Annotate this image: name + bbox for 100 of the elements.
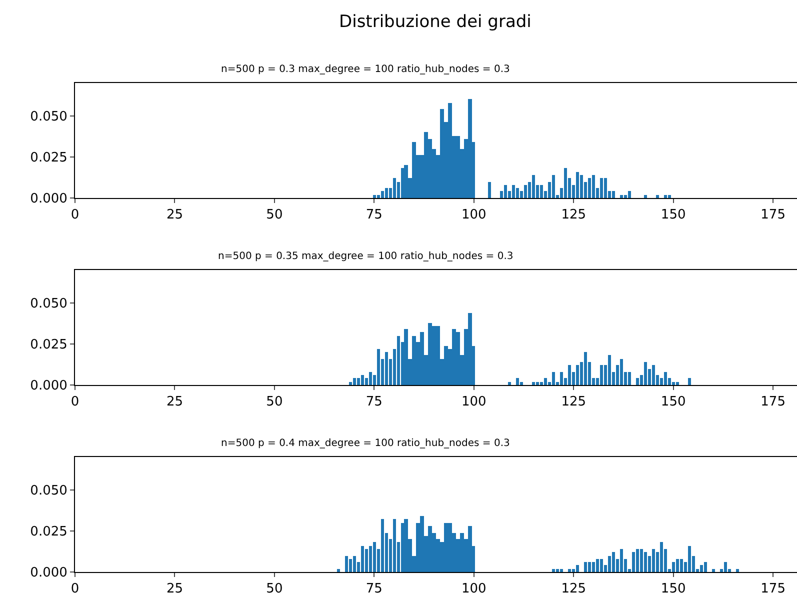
bar [612,191,615,198]
bar [672,562,675,572]
bar [568,569,571,572]
bar [680,559,683,572]
x-tick-label: 0 [70,208,80,223]
bar [357,378,360,385]
bar [656,195,659,198]
x-tick-label: 25 [166,394,183,410]
bar [436,326,440,385]
y-tick-label: 0.000 [30,378,68,394]
bar [420,516,424,572]
bar [736,569,739,572]
bar [516,188,519,198]
bar [516,378,519,385]
bar [556,569,559,572]
bar [672,382,675,385]
bar [393,519,396,572]
x-tick-label: 150 [660,208,686,223]
bar [560,569,563,572]
bar [576,172,579,198]
bar [608,355,611,385]
x-tick-label: 175 [760,582,786,597]
x-tick-label: 150 [660,582,686,597]
x-tick-label: 125 [561,208,586,223]
bar [385,352,388,385]
bar [592,562,595,572]
y-tick-label: 0.050 [30,296,68,312]
bar [412,336,416,385]
chart-subtitle: n=500 p = 0.35 max_degree = 100 ratio_hub_nodes = 0.3 [218,251,514,262]
bar [584,562,587,572]
bar [676,382,679,385]
bar [620,359,623,385]
y-tick-label: 0.050 [30,109,68,124]
bar [361,375,364,385]
y-tick-label: 0.000 [30,566,68,581]
bar [664,195,667,198]
bar [337,569,340,572]
bar [444,523,448,572]
bar [424,132,428,198]
bar [544,378,547,385]
bar [401,523,404,572]
bar [628,372,631,385]
bar [660,542,663,572]
bar [724,562,727,572]
bar [444,346,448,385]
bar [385,188,388,198]
x-tick-label: 100 [461,208,486,223]
bar [576,565,579,572]
bar [468,313,472,385]
bar [524,185,527,198]
bar [592,175,595,198]
bar [349,559,352,572]
bar [401,168,404,198]
bar [512,185,515,198]
x-tick-label: 50 [266,394,283,410]
x-tick-label: 0 [70,394,80,410]
bar [620,195,623,198]
bar [624,195,627,198]
bar [397,336,400,385]
bar [353,556,356,572]
y-tick-label: 0.025 [30,337,68,352]
bar [540,185,543,198]
bar [404,519,408,572]
bar [560,372,563,385]
bar [572,569,575,572]
bar [404,165,408,198]
x-tick-label: 75 [366,208,382,223]
bar [620,549,623,572]
bar [676,559,679,572]
bar [584,352,587,385]
bar [428,323,432,385]
bar [404,329,408,385]
bar [644,195,647,198]
bar [508,382,511,385]
bar [552,175,555,198]
bar [588,562,591,572]
x-tick-label: 175 [760,394,786,410]
bar [373,195,376,198]
x-tick-label: 50 [266,582,283,597]
bar [576,365,579,385]
bar [381,519,384,572]
x-tick-label: 100 [461,394,486,410]
bar [568,365,571,385]
bar [468,526,472,572]
bar [377,349,380,385]
bar [668,195,671,198]
chart-subtitle: n=500 p = 0.4 max_degree = 100 ratio_hub_nodes = 0.3 [221,438,510,449]
x-tick-label: 0 [70,582,80,597]
bar [369,372,372,385]
bar [369,546,372,572]
bar [600,559,603,572]
bar [468,99,472,198]
bar [540,382,543,385]
bar [532,175,535,198]
x-tick-label: 25 [166,582,183,597]
bar [377,195,380,198]
bar [688,378,691,385]
chart-title: Distribuzione dei gradi [339,12,532,32]
bar [393,178,396,198]
x-tick-label: 125 [561,582,586,597]
